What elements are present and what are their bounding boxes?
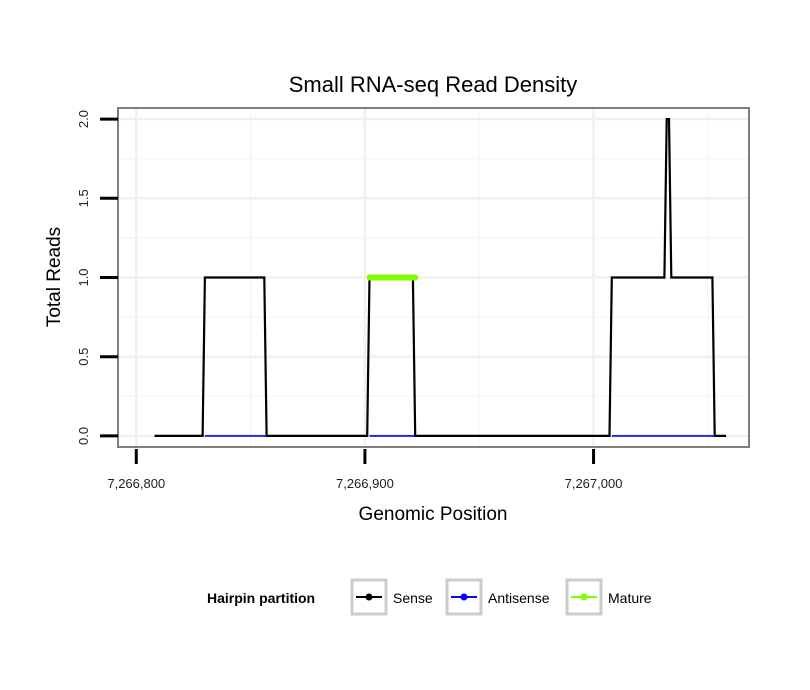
- legend-point-sense: [365, 593, 373, 601]
- legend-item-sense: Sense: [350, 578, 433, 616]
- legend-title: Hairpin partition: [207, 590, 315, 606]
- legend-item-antisense: Antisense: [445, 578, 550, 616]
- x-axis: 7,266,800 7,266,900 7,267,000: [107, 449, 622, 491]
- chart-title: Small RNA-seq Read Density: [289, 72, 578, 97]
- legend-label-mature: Mature: [608, 590, 652, 606]
- y-tick-label: 0.0: [76, 427, 91, 445]
- legend-point-mature: [580, 593, 588, 601]
- x-axis-title: Genomic Position: [359, 504, 508, 525]
- series-layer: [154, 117, 727, 437]
- y-tick-label: 1.0: [76, 268, 91, 286]
- x-tick-label: 7,266,900: [336, 476, 394, 491]
- series-line-sense: [154, 117, 727, 437]
- legend-point-antisense: [460, 593, 468, 601]
- y-axis: 0.0 0.5 1.0 1.5 2.0: [76, 110, 118, 445]
- legend: Hairpin partition Sense Antisense Mature: [207, 578, 652, 616]
- y-tick-label: 0.5: [76, 348, 91, 366]
- legend-label-sense: Sense: [393, 590, 433, 606]
- x-tick-label: 7,266,800: [107, 476, 165, 491]
- x-tick-label: 7,267,000: [565, 476, 623, 491]
- y-tick-label: 1.5: [76, 189, 91, 207]
- y-tick-label: 2.0: [76, 110, 91, 128]
- y-axis-title: Total Reads: [44, 227, 65, 327]
- plot-panel: [117, 107, 750, 448]
- legend-label-antisense: Antisense: [488, 590, 550, 606]
- legend-item-mature: Mature: [565, 578, 652, 616]
